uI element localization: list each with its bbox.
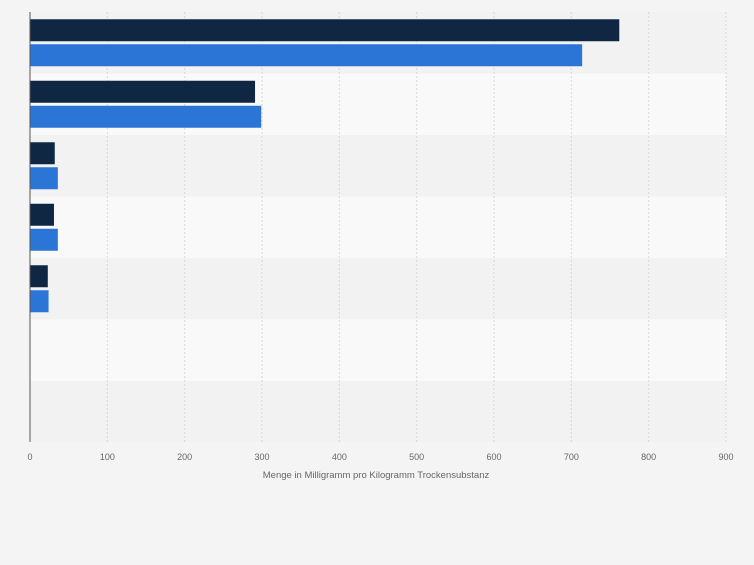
bar-series-2-row-1[interactable] [30, 44, 583, 67]
bar-series-1-row-3[interactable] [30, 142, 55, 165]
bar-series-1-row-2[interactable] [30, 80, 256, 103]
bar-series-2-row-3[interactable] [30, 167, 58, 190]
bar-series-2-row-2[interactable] [30, 105, 262, 128]
bars [30, 19, 620, 313]
row-band [30, 381, 726, 443]
x-tick-label: 300 [254, 452, 269, 462]
bar-series-1-row-1[interactable] [30, 19, 620, 42]
x-tick-label: 500 [409, 452, 424, 462]
row-band [30, 196, 726, 258]
bar-series-1-row-5[interactable] [30, 265, 48, 288]
row-bands [30, 12, 726, 443]
row-band [30, 135, 726, 197]
bar-series-2-row-4[interactable] [30, 228, 58, 251]
row-band [30, 319, 726, 381]
x-tick-label: 100 [100, 452, 115, 462]
row-band [30, 258, 726, 320]
x-tick-label: 400 [332, 452, 347, 462]
x-tick-label: 700 [564, 452, 579, 462]
x-tick-label: 200 [177, 452, 192, 462]
x-tick-labels: 0 100 200 300 400 500 600 700 800 900 [27, 452, 733, 462]
bar-series-1-row-4[interactable] [30, 203, 54, 226]
x-axis-label: Menge in Milligramm pro Kilogramm Trocke… [263, 470, 490, 481]
x-tick-label: 800 [641, 452, 656, 462]
x-tick-label: 600 [486, 452, 501, 462]
x-tick-label: 0 [27, 452, 32, 462]
x-tick-label: 900 [718, 452, 733, 462]
bar-series-2-row-5[interactable] [30, 290, 49, 313]
